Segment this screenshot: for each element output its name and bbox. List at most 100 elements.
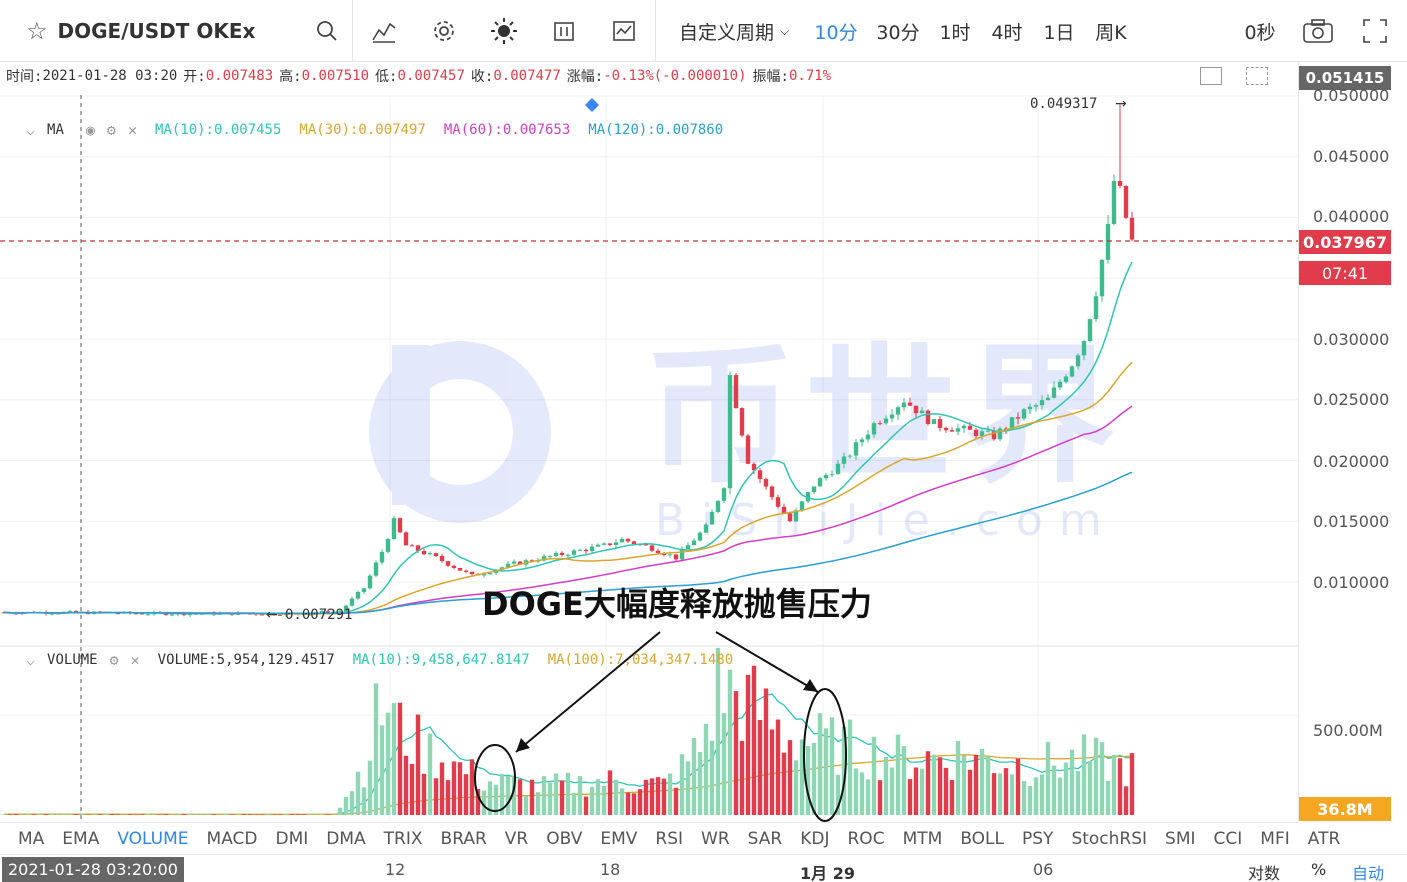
indicator-tab-trix[interactable]: TRIX <box>383 828 423 849</box>
candle-body <box>931 419 937 424</box>
candle-body <box>529 560 535 562</box>
price-axis[interactable]: 0.051415 0.050000 0.045000 0.040000 0.03… <box>1298 62 1407 822</box>
period-30m[interactable]: 30分 <box>876 21 920 44</box>
candle-body <box>505 563 511 568</box>
layout-icon[interactable] <box>549 16 579 46</box>
chart-type-icon[interactable] <box>609 16 639 46</box>
indicator-tab-rsi[interactable]: RSI <box>655 828 684 849</box>
indicator-tab-macd[interactable]: MACD <box>206 828 258 849</box>
indicator-tab-ma[interactable]: MA <box>18 828 45 849</box>
indicator-tabs: MA EMA VOLUME MACD DMI DMA TRIX BRAR VR OBV EMV RSI… <box>0 822 1340 854</box>
indicator-tab-smi[interactable]: SMI <box>1165 828 1196 849</box>
symbol-selector[interactable]: ☆ DOGE/USDT OKEx <box>26 0 255 62</box>
volume-bar <box>163 814 169 815</box>
volume-bar <box>673 787 679 815</box>
candle-body <box>553 552 559 557</box>
period-10m[interactable]: 10分 <box>814 21 858 44</box>
crop-icon[interactable] <box>1246 67 1268 85</box>
indicator-tab-emv[interactable]: EMV <box>600 828 638 849</box>
candle-body <box>55 613 61 615</box>
candle-body <box>1123 185 1129 218</box>
indicator-tab-stochrsi[interactable]: StochRSI <box>1071 828 1148 849</box>
indicator-tab-kdj[interactable]: KDJ <box>800 828 830 849</box>
period-1d[interactable]: 1日 <box>1043 21 1075 44</box>
indicator-tab-ema[interactable]: EMA <box>62 828 100 849</box>
indicator-tab-obv[interactable]: OBV <box>546 828 583 849</box>
indicator-tab-wr[interactable]: WR <box>701 828 730 849</box>
collapse-icon[interactable]: ⌵ <box>26 651 36 669</box>
volume-bar <box>187 814 193 815</box>
candle-body <box>907 402 913 406</box>
candle-body <box>583 549 589 552</box>
volume-bar <box>283 814 289 815</box>
search-icon[interactable] <box>312 16 342 46</box>
volume-bar <box>529 779 535 815</box>
volume-bar <box>145 814 151 815</box>
fullscreen-icon[interactable] <box>1360 16 1390 46</box>
volume-bar <box>1081 734 1087 815</box>
price-label: 0.050000 <box>1313 86 1390 105</box>
volume-bar <box>337 807 343 815</box>
candle-body <box>691 540 697 546</box>
indicator-tab-vr[interactable]: VR <box>504 828 529 849</box>
candle-body <box>721 488 727 501</box>
volume-bar <box>265 814 271 815</box>
time-label: 时间: <box>6 69 43 85</box>
theme-sun-icon[interactable] <box>489 16 519 46</box>
settings-icon[interactable]: ⚙ <box>106 121 116 139</box>
volume-bar <box>577 776 583 815</box>
candle-body <box>397 518 403 533</box>
volume-bar <box>289 814 295 815</box>
time-axis[interactable]: 2021-01-28 03:20:00 12 18 1月 29 06 对数 % … <box>0 854 1407 882</box>
volume-bar <box>301 814 307 815</box>
period-1h[interactable]: 1时 <box>939 21 971 44</box>
indicator-tab-cci[interactable]: CCI <box>1213 828 1243 849</box>
gear-icon[interactable] <box>429 16 459 46</box>
price-chart[interactable]: 币世界 BiShiJie.com 0.049317 → ← 0.007291 D… <box>0 0 1298 822</box>
volume-bar <box>601 785 607 815</box>
volume-bar <box>607 770 613 815</box>
volume-bar <box>877 780 883 815</box>
custom-period-dropdown[interactable]: 自定义周期 ⌵ <box>670 0 798 62</box>
collapse-icon[interactable]: ⌵ <box>26 121 36 139</box>
indicator-tab-psy[interactable]: PSY <box>1022 828 1054 849</box>
log-scale-toggle[interactable]: 对数 <box>1248 864 1281 882</box>
indicator-tab-mtm[interactable]: MTM <box>902 828 943 849</box>
ohlc-info-bar: 时间: 2021-01-28 03:20 开: 0.007483 高: 0.00751… <box>0 62 1298 90</box>
indicator-tab-brar[interactable]: BRAR <box>440 828 487 849</box>
eye-icon[interactable]: ◉ <box>85 121 95 139</box>
candle-body <box>1033 405 1039 407</box>
candle-body <box>613 542 619 545</box>
close-icon[interactable]: ✕ <box>127 121 137 139</box>
star-icon[interactable]: ☆ <box>26 17 48 45</box>
candle-countdown-tag: 07:41 <box>1299 261 1391 285</box>
percent-scale-toggle[interactable]: % <box>1311 860 1327 879</box>
volume-bar <box>565 772 571 815</box>
volume-bar <box>1129 753 1135 815</box>
chevron-down-icon: ⌵ <box>779 23 790 38</box>
settings-icon[interactable]: ⚙ <box>109 651 119 669</box>
period-week[interactable]: 周K <box>1095 21 1127 44</box>
indicator-tab-dma[interactable]: DMA <box>326 828 366 849</box>
candle-body <box>1099 259 1105 297</box>
camera-icon[interactable] <box>1303 16 1333 46</box>
indicator-tab-sar[interactable]: SAR <box>747 828 783 849</box>
indicator-tab-mfi[interactable]: MFI <box>1260 828 1290 849</box>
auto-scale-toggle[interactable]: 自动 <box>1352 864 1385 882</box>
calendar-icon[interactable] <box>1200 67 1222 85</box>
volume-bar <box>1057 777 1063 815</box>
indicator-tab-volume[interactable]: VOLUME <box>117 828 189 849</box>
custom-period-label: 自定义周期 <box>678 21 774 44</box>
candle-body <box>1051 387 1057 398</box>
indicator-tab-dmi[interactable]: DMI <box>275 828 309 849</box>
volume-bar <box>871 736 877 815</box>
volume-bar <box>763 688 769 815</box>
indicator-tab-boll[interactable]: BOLL <box>960 828 1004 849</box>
candle-body <box>655 550 661 554</box>
period-4h[interactable]: 4时 <box>991 21 1023 44</box>
indicator-icon[interactable] <box>369 16 399 46</box>
indicator-tab-atr[interactable]: ATR <box>1307 828 1341 849</box>
close-icon[interactable]: ✕ <box>130 651 140 669</box>
candle-body <box>403 532 409 546</box>
indicator-tab-roc[interactable]: ROC <box>847 828 885 849</box>
